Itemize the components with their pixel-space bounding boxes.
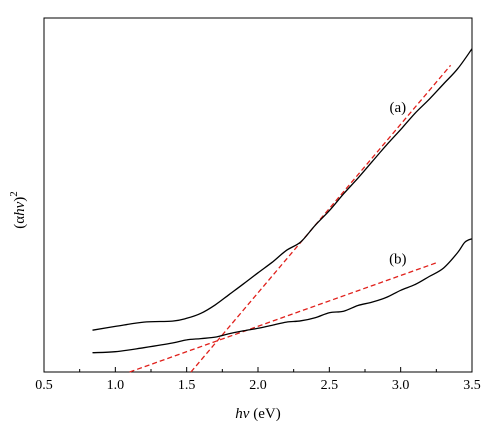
- x-axis-variable: hν: [235, 406, 250, 422]
- x-tick-label: 2.5: [321, 378, 339, 393]
- curve-annotations: (a) (b): [389, 100, 407, 268]
- curve-label: (a): [389, 100, 406, 116]
- x-axis-title: hν (eV): [235, 406, 280, 422]
- y-axis-title: (αhν)2: [8, 191, 28, 229]
- series-curve: [92, 48, 473, 331]
- x-tick-label: 2.0: [249, 378, 267, 393]
- x-tick-label: 1.5: [178, 378, 196, 393]
- x-tick-label: 1.0: [107, 378, 125, 393]
- x-axis-unit: (eV): [249, 406, 280, 422]
- y-axis-exponent: 2: [8, 191, 20, 197]
- y-axis-open: (α: [12, 216, 28, 229]
- plot-area-frame: [43, 17, 473, 373]
- series-curve: [92, 238, 473, 354]
- curve-label: (b): [389, 252, 407, 268]
- data-curves: [92, 48, 473, 354]
- y-axis-variable: hν: [12, 201, 28, 216]
- x-tick-label: 3.5: [463, 378, 481, 393]
- x-axis-tick-labels: 0.5 1.0 1.5 2.0 2.5 3.0 3.5: [35, 378, 481, 393]
- y-axis-close: ): [12, 197, 28, 202]
- x-axis-ticks: [43, 367, 473, 372]
- x-tick-label: 3.0: [392, 378, 410, 393]
- x-tick-label: 0.5: [35, 378, 53, 393]
- linear-fit-line: [129, 262, 437, 373]
